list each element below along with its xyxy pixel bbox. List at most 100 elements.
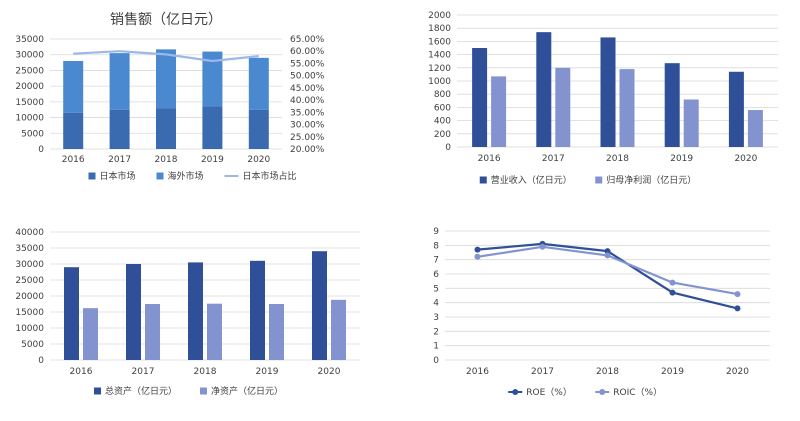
chart3-y-tick-label: 0: [38, 356, 44, 366]
chart1-y2-tick-label: 20.00%: [290, 145, 325, 155]
chart2-y-tick-label: 200: [434, 130, 451, 140]
chart3-bar-series2: [145, 304, 160, 360]
chart1-y2-tick-label: 25.00%: [290, 133, 325, 143]
chart1-x-tick-label: 2020: [247, 155, 270, 165]
chart4-point-roic: [669, 279, 676, 286]
chart1-bar-domestic: [156, 108, 176, 149]
chart3-y-tick-label: 35000: [15, 244, 44, 254]
chart4-y-tick-label: 3: [433, 313, 439, 323]
chart1-bar-overseas: [202, 51, 223, 107]
chart2-y-tick-label: 600: [434, 103, 451, 113]
chart4-y-tick-label: 4: [433, 299, 439, 309]
sales-chart-panel: 销售额（亿日元） 0 5000 10000 15000 20000 25000 30000 35…: [0, 0, 400, 200]
chart3-y-tick-label: 10000: [15, 324, 44, 334]
roe-roic-chart-panel: 0 1 2 3 4 5 6 7 8 9 2016 2017 2018 2019 2020 ROE（%） ROIC…: [400, 215, 800, 421]
chart3-bar-series2: [331, 299, 346, 360]
chart1-bar-overseas: [248, 57, 269, 110]
chart1-legend-label: 海外市场: [168, 170, 204, 182]
chart2-bar-series1: [536, 32, 552, 147]
chart1-y2-tick-label: 60.00%: [290, 47, 325, 57]
roe-roic-chart: 0 1 2 3 4 5 6 7 8 9 2016 2017 2018 2019 2020 ROE（%） ROIC…: [433, 227, 770, 398]
chart2-y-tick-label: 2000: [428, 11, 451, 21]
chart1-bar-domestic: [248, 109, 269, 149]
chart3-bar-series2: [83, 308, 98, 360]
chart4-y-tick-label: 2: [433, 327, 439, 337]
chart3-x-tick-label: 2016: [70, 367, 93, 377]
chart2-legend-label: 归母净利润（亿日元）: [606, 174, 696, 186]
chart3-bar-series1: [250, 260, 265, 360]
chart4-point-roe: [474, 246, 481, 253]
chart1-y2-tick-label: 40.00%: [290, 96, 325, 106]
chart1-y2-tick-label: 35.00%: [290, 108, 325, 118]
chart4-point-roic: [539, 243, 546, 250]
chart4-y-tick-label: 9: [433, 227, 439, 237]
chart3-bar-series1: [126, 264, 141, 360]
chart3-x-tick-label: 2017: [132, 367, 155, 377]
chart3-legend-swatch: [200, 387, 207, 395]
chart3-y-tick-label: 30000: [15, 260, 44, 270]
chart1-legend-label: 日本市场: [100, 170, 136, 182]
chart1-y-tick-label: 5000: [21, 129, 44, 139]
chart3-y-tick-label: 40000: [15, 228, 44, 238]
chart1-bar-overseas: [63, 61, 84, 113]
chart1-bar-domestic: [109, 109, 130, 149]
chart2-legend-label: 营业收入（亿日元）: [491, 174, 572, 186]
chart4-y-tick-label: 6: [433, 270, 439, 280]
chart4-x-tick-label: 2017: [531, 367, 554, 377]
chart2-y-tick-label: 1400: [428, 51, 451, 61]
chart3-bar-series2: [207, 303, 222, 360]
chart2-y-tick-label: 1000: [428, 77, 451, 87]
chart2-x-tick-label: 2019: [670, 154, 693, 164]
chart2-legend-swatch: [595, 176, 603, 184]
chart1-y-tick-label: 0: [38, 145, 44, 155]
chart4-y-tick-label: 5: [433, 284, 439, 294]
chart2-y-tick-label: 1800: [428, 24, 451, 34]
chart4-y-tick-label: 8: [433, 241, 439, 251]
chart2-y-tick-label: 0: [445, 143, 451, 153]
chart4-y-tick-label: 7: [433, 256, 439, 266]
sales-chart: 销售额（亿日元） 0 5000 10000 15000 20000 25000 30000 35…: [15, 12, 325, 182]
chart3-y-tick-label: 25000: [15, 276, 44, 286]
chart4-point-roic: [734, 291, 741, 298]
revenue-profit-chart-panel: 0 200 400 600 800 1000 1200 1400 1600 1800 2000 201…: [400, 0, 800, 200]
chart1-bar-domestic: [202, 106, 223, 149]
chart2-bar-series2: [555, 67, 571, 147]
chart3-x-tick-label: 2020: [318, 367, 341, 377]
chart3-y-tick-label: 15000: [15, 308, 44, 318]
chart4-legend-marker: [599, 389, 606, 395]
chart1-y-tick-label: 15000: [15, 98, 44, 108]
chart2-bar-series2: [491, 76, 507, 147]
chart1-bar-overseas: [109, 53, 130, 110]
chart4-legend-label: ROE（%）: [526, 387, 572, 398]
chart2-bar-series2: [747, 110, 763, 147]
chart3-y-tick-label: 20000: [15, 292, 44, 302]
chart2-x-tick-label: 2017: [542, 154, 565, 164]
chart2-legend-swatch: [479, 176, 487, 184]
chart2-y-tick-label: 800: [434, 90, 451, 100]
chart2-bar-series2: [619, 69, 635, 147]
chart1-y2-tick-label: 55.00%: [290, 59, 325, 69]
chart1-y-tick-label: 20000: [15, 82, 44, 92]
chart2-y-tick-label: 1200: [428, 64, 451, 74]
chart1-title: 销售额（亿日元）: [110, 12, 222, 28]
chart1-x-tick-label: 2017: [108, 155, 131, 165]
chart3-legend-swatch: [94, 387, 101, 395]
chart4-point-roic: [604, 252, 611, 259]
chart1-legend-label: 日本市场占比: [243, 170, 297, 182]
chart2-bar-series1: [472, 48, 488, 147]
chart2-bar-series1: [600, 37, 616, 147]
chart3-bar-series1: [188, 262, 203, 360]
chart3-legend-label: 总资产（亿日元）: [105, 385, 177, 397]
chart3-bar-series2: [269, 304, 284, 360]
chart1-x-tick-label: 2016: [62, 155, 85, 165]
chart1-y2-tick-label: 50.00%: [290, 72, 325, 82]
chart1-x-tick-label: 2018: [155, 155, 178, 165]
chart4-x-tick-label: 2018: [596, 367, 619, 377]
assets-chart: 0 5000 10000 15000 20000 25000 30000 35000 40000…: [15, 228, 360, 397]
chart1-y2-tick-label: 65.00%: [290, 35, 325, 45]
chart3-legend-label: 净资产（亿日元）: [211, 385, 283, 397]
chart1-share-line: [73, 50, 259, 63]
chart1-y-tick-label: 10000: [15, 114, 44, 124]
chart2-x-tick-label: 2020: [734, 154, 757, 164]
chart3-bar-series1: [312, 251, 327, 360]
